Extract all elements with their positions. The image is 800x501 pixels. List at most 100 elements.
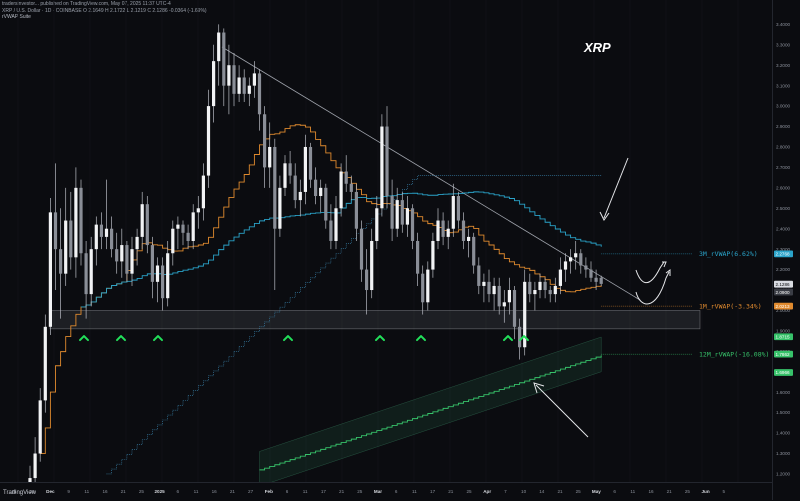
vwap-label: 12M_rVWAP(-16.08%)	[699, 350, 769, 358]
support-marker	[154, 336, 162, 340]
candle-body	[268, 147, 271, 167]
price-axis[interactable]: 3.4000 3.3000 3.2000 3.1000 3.0000 2.9000 2.80…	[772, 0, 800, 500]
candle-body	[161, 266, 164, 299]
candle-body	[584, 266, 587, 270]
candle-body	[130, 249, 133, 274]
vwap-label: 1M_rVWAP(-3.34%)	[699, 302, 762, 310]
candle-body	[549, 290, 552, 294]
candle-body	[39, 400, 42, 453]
tradingview-logo[interactable]: TradingView	[3, 490, 36, 496]
candle-body	[426, 270, 429, 303]
price-tick-label: 3.0000	[776, 104, 790, 109]
candle-body	[59, 249, 62, 274]
price-tick-label: 3.3000	[776, 42, 790, 47]
time-tick-label: 14	[539, 489, 545, 494]
time-axis[interactable]: 21 25 Dec 9 11 16 21 25 2025 6 11 16 21 27 Feb 6 11 17 21 2…	[0, 482, 772, 501]
candle-body	[370, 241, 373, 290]
candle-body	[569, 257, 572, 261]
time-tick-label: 9	[67, 489, 70, 494]
price-tick-label: 1.6000	[776, 390, 790, 395]
chart-plot-area[interactable]: 3M_rVWAP(6.62%) 1M_rVWAP(-3.34%) 12M_rVWAP…	[0, 0, 772, 482]
candle-body	[278, 188, 281, 229]
candle-body	[544, 282, 547, 290]
time-tick-label: 16	[648, 489, 654, 494]
candle-body	[187, 233, 190, 241]
time-ticks: 21 25 Dec 9 11 16 21 25 2025 6 11 16 21 27 Feb 6 11 17 21 2…	[11, 489, 725, 494]
candle-body	[309, 147, 312, 180]
candle-body	[151, 245, 154, 282]
support-marker	[504, 336, 512, 340]
candle-body	[90, 249, 93, 294]
price-tick-label: 2.8000	[776, 145, 790, 150]
time-tick-label: Feb	[265, 489, 273, 494]
time-tick-label: 7	[504, 489, 507, 494]
price-tag-label: 1.8715	[776, 334, 790, 339]
time-tick-label: 25	[139, 489, 145, 494]
candle-body	[324, 188, 327, 221]
candle-body	[314, 180, 317, 196]
candle-body	[375, 208, 378, 241]
candle-body	[457, 196, 460, 221]
price-tick-label: 2.5000	[776, 206, 790, 211]
candle-body	[64, 221, 67, 274]
price-tag-label: 2.2768	[776, 252, 790, 257]
candle-body	[44, 327, 47, 401]
candle-body	[299, 192, 302, 200]
time-tick-label: 11	[412, 489, 417, 494]
candle-body	[350, 184, 353, 192]
support-marker	[117, 336, 125, 340]
vwap-12m-band	[260, 337, 602, 482]
price-tick-label: 2.4000	[776, 226, 790, 231]
candle-body	[141, 204, 144, 237]
price-tag-label: 2.0213	[776, 304, 790, 309]
price-tick-label: 3.1000	[776, 83, 790, 88]
chart-title: XRP	[583, 40, 611, 55]
time-tick-label: 6	[395, 489, 398, 494]
time-tick-label: 5	[723, 489, 726, 494]
candle-body	[564, 261, 567, 269]
time-tick-label: May	[592, 489, 601, 494]
candle-body	[533, 290, 536, 294]
time-tick-label: 21	[230, 489, 236, 494]
time-tick-label: 6	[286, 489, 289, 494]
price-tick-label: 2.9000	[776, 124, 790, 129]
candle-body	[355, 192, 358, 229]
arrow-up-line	[536, 385, 588, 437]
time-tick-label: 16	[102, 489, 108, 494]
time-tick-label: 11	[194, 489, 199, 494]
candle-body	[95, 225, 98, 250]
candle-body	[360, 229, 363, 270]
vwap-1m-line	[40, 125, 601, 454]
support-marker	[417, 336, 425, 340]
candle-body	[136, 237, 139, 249]
candle-body	[528, 282, 531, 294]
candle-body	[340, 171, 343, 208]
price-tick-label: 3.2000	[776, 63, 790, 68]
candle-body	[401, 200, 404, 225]
candle-body	[171, 229, 174, 254]
projection-curve-upper	[636, 262, 664, 283]
candle-body	[391, 196, 394, 229]
price-tag-label: 2.1286	[776, 282, 790, 287]
candle-body	[258, 73, 261, 114]
candle-body	[74, 188, 77, 257]
candle-body	[431, 241, 434, 270]
vwap-bands	[260, 337, 602, 482]
candle-body	[248, 86, 251, 94]
candle-body	[105, 229, 108, 237]
price-tag-label: 2.0900	[776, 290, 790, 295]
support-markers	[80, 336, 528, 340]
candles	[28, 24, 602, 482]
candle-body	[54, 212, 57, 249]
time-tick-label: 21	[121, 489, 127, 494]
candle-body	[436, 221, 439, 241]
candle-body	[365, 270, 368, 290]
candle-body	[380, 127, 383, 209]
candle-body	[579, 253, 582, 265]
candle-body	[595, 278, 598, 282]
candle-body	[416, 241, 419, 274]
candle-body	[447, 229, 450, 237]
vwap-labels: 3M_rVWAP(6.62%) 1M_rVWAP(-3.34%) 12M_rVWAP…	[699, 250, 769, 358]
candle-body	[100, 225, 103, 237]
candle-body	[477, 266, 480, 286]
